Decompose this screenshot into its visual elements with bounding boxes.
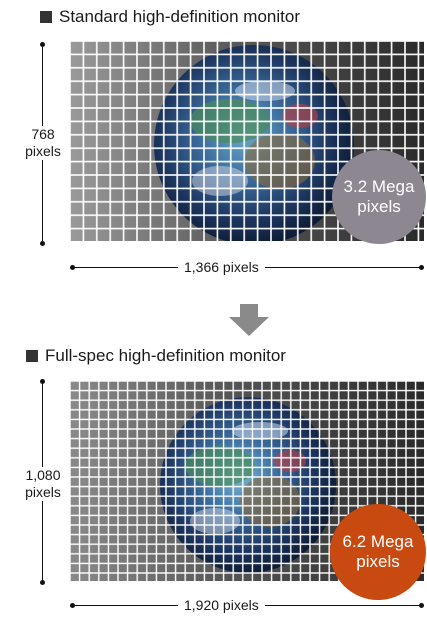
section-title-full: Full-spec high-definition monitor	[45, 346, 286, 365]
megapixel-badge-full: 6.2 Mega pixels	[330, 504, 426, 600]
bullet-square-icon	[40, 11, 52, 23]
width-scale-full: 1,920 pixels	[70, 597, 424, 613]
megapixel-badge-standard: 3.2 Mega pixels	[332, 150, 426, 244]
height-label-full: 1,080 pixels	[23, 467, 63, 501]
section-heading-full: Full-spec high-definition monitor	[26, 346, 286, 366]
section-heading-standard: Standard high-definition monitor	[40, 7, 300, 27]
width-scale-standard: 1,366 pixels	[70, 259, 424, 275]
height-scale-full: 1,080 pixels	[23, 379, 63, 585]
width-label-full: 1,920 pixels	[178, 597, 265, 613]
screen-full	[70, 381, 424, 581]
section-title-standard: Standard high-definition monitor	[59, 7, 300, 26]
down-arrow-icon	[229, 304, 269, 336]
screen-standard	[70, 41, 424, 241]
bullet-square-icon	[26, 350, 38, 362]
height-label-standard: 768 pixels	[23, 126, 63, 160]
height-scale-standard: 768 pixels	[23, 42, 63, 246]
width-label-standard: 1,366 pixels	[178, 259, 265, 275]
